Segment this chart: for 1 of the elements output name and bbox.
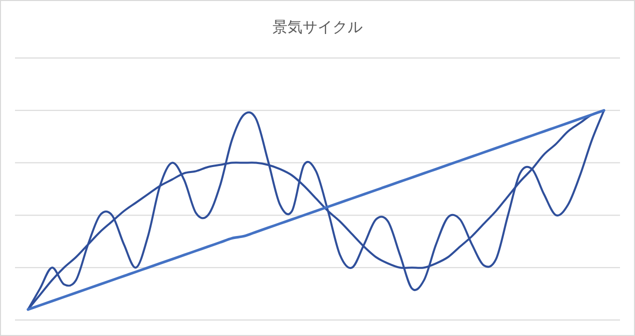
- chart-title: 景気サイクル: [272, 18, 362, 36]
